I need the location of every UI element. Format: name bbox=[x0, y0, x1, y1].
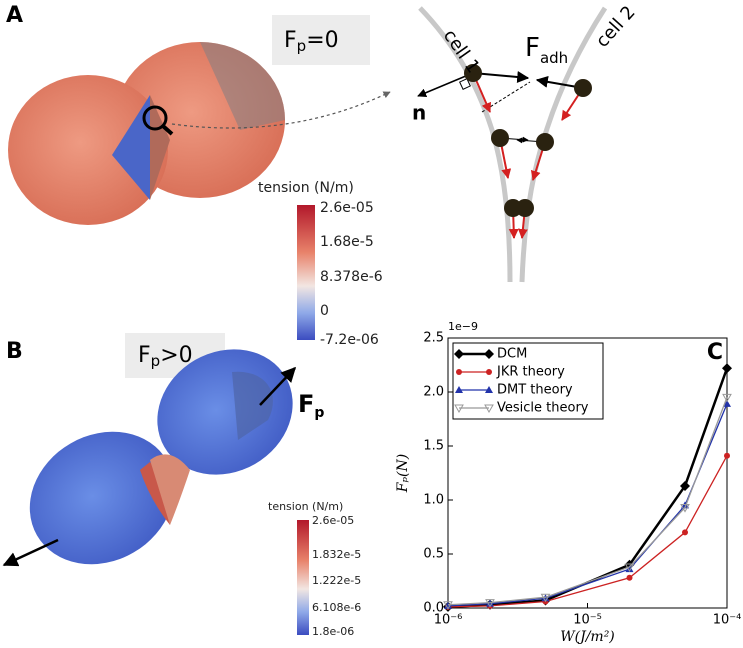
colorbar-label: 1.222e-5 bbox=[312, 574, 361, 587]
force-label: Fadh bbox=[525, 33, 568, 67]
panel-letter: A bbox=[6, 3, 23, 28]
point bbox=[682, 529, 689, 536]
colorbar-label: 1.68e-5 bbox=[320, 234, 374, 250]
colorbar bbox=[297, 205, 315, 340]
point bbox=[540, 593, 551, 603]
cell-label: cell 1 bbox=[439, 26, 484, 77]
legend-marker bbox=[454, 349, 464, 359]
force-label: Fp bbox=[298, 390, 324, 421]
y-axis-label: Fₚ(N) bbox=[395, 454, 411, 494]
normal-label: n bbox=[412, 101, 426, 125]
adhesion-diagram bbox=[417, 6, 608, 283]
colorbar-label: 1.832e-5 bbox=[312, 548, 361, 561]
state-box bbox=[272, 15, 370, 65]
legend-label: Vesicle theory bbox=[497, 401, 589, 416]
point bbox=[443, 601, 453, 610]
colorbar-label: 8.378e-6 bbox=[320, 269, 383, 285]
legend-marker bbox=[455, 386, 463, 393]
colorbar-title: tension (N/m) bbox=[258, 180, 354, 196]
cells-a bbox=[8, 42, 391, 225]
colorbar-label: 2.6e-05 bbox=[320, 200, 374, 216]
point bbox=[626, 574, 633, 581]
y-tick-label: 2.0 bbox=[423, 385, 444, 400]
colorbar-label: 0 bbox=[320, 303, 329, 319]
y-tick-label: 2.5 bbox=[423, 331, 444, 346]
colorbar-label: -7.2e-06 bbox=[320, 332, 379, 348]
state-label: Fp=0 bbox=[284, 28, 339, 55]
x-axis-label: W(J/m²) bbox=[560, 629, 615, 645]
point bbox=[723, 399, 731, 407]
point bbox=[724, 452, 730, 459]
point bbox=[680, 504, 690, 513]
cell-label: cell 2 bbox=[592, 2, 640, 52]
x-tick-label: 10⁻⁶ bbox=[434, 613, 463, 628]
point bbox=[444, 601, 452, 609]
legend-marker bbox=[484, 349, 494, 359]
point bbox=[624, 563, 635, 572]
legend-label: JKR theory bbox=[496, 365, 565, 380]
colorbar-label: 1.8e-06 bbox=[312, 625, 354, 638]
x-tick-label: 10⁻⁵ bbox=[573, 613, 602, 628]
colorbar-label: 6.108e-6 bbox=[312, 601, 361, 614]
cells-b bbox=[2, 349, 297, 567]
colorbar-title: tension (N/m) bbox=[268, 500, 343, 513]
colorbar bbox=[297, 520, 309, 635]
x-tick-label: 10⁻⁴ bbox=[713, 613, 742, 628]
axis-offset: 1e−9 bbox=[448, 320, 478, 333]
y-tick-label: 0.0 bbox=[423, 601, 444, 616]
colorbar-label: 2.6e-05 bbox=[312, 514, 354, 527]
legend-marker bbox=[485, 386, 493, 393]
legend-box bbox=[452, 342, 604, 420]
legend-marker bbox=[484, 404, 494, 414]
y-tick-label: 0.5 bbox=[423, 547, 444, 562]
point bbox=[625, 565, 634, 573]
series-line bbox=[447, 455, 728, 608]
legend-marker bbox=[456, 369, 462, 375]
series-line bbox=[447, 397, 728, 606]
legend-marker bbox=[454, 404, 464, 414]
y-tick-label: 1.0 bbox=[423, 493, 444, 508]
point bbox=[722, 393, 732, 403]
legend-label: DCM bbox=[497, 347, 527, 362]
point bbox=[485, 599, 495, 608]
state-label: Fp>0 bbox=[138, 343, 193, 370]
point bbox=[722, 363, 732, 374]
panel-letter: C bbox=[707, 340, 723, 365]
point bbox=[680, 480, 691, 491]
legend-label: DMT theory bbox=[497, 383, 573, 398]
y-tick-label: 1.5 bbox=[423, 439, 444, 454]
panel-letter: B bbox=[6, 339, 23, 364]
legend-marker bbox=[486, 369, 492, 375]
